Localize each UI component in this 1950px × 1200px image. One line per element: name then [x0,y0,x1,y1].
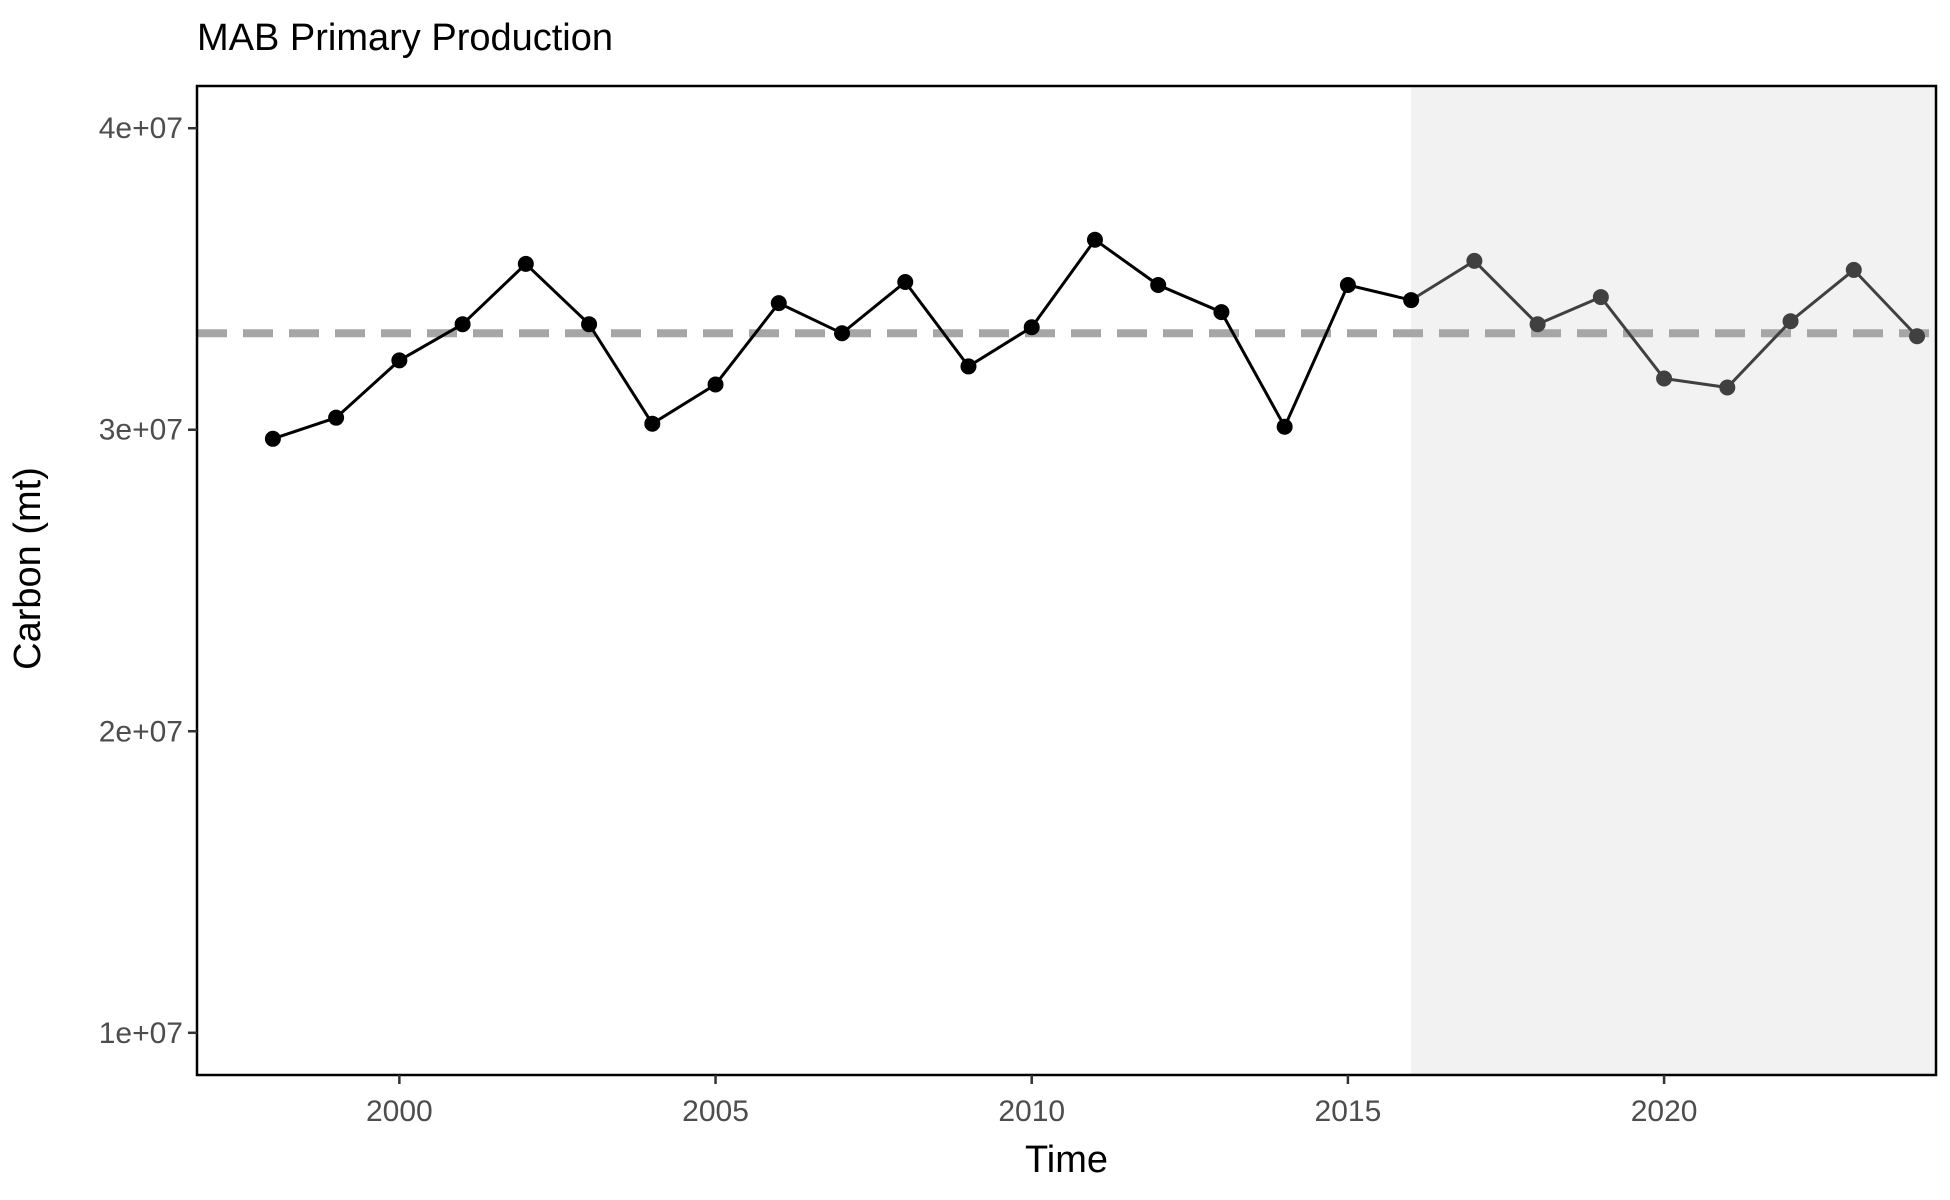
data-point [1845,261,1862,278]
data-point [1023,319,1040,336]
y-tick-label: 2e+07 [99,715,183,748]
x-tick-label: 2000 [366,1095,433,1128]
data-point [644,415,661,432]
data-point [517,255,534,272]
x-tick-label: 2005 [682,1095,749,1128]
data-point [1719,379,1736,396]
data-point [834,325,851,342]
data-point [1403,292,1420,309]
y-tick-label: 1e+07 [99,1017,183,1050]
data-point [1529,316,1546,333]
x-axis: 2000 2005 2010 2015 2020 [366,1075,1697,1128]
chart-title: MAB Primary Production [197,17,613,59]
series-group [264,231,1926,447]
x-tick-label: 2010 [998,1095,1065,1128]
data-point [707,376,724,393]
y-tick-label: 4e+07 [99,112,183,145]
data-point [1592,289,1609,306]
data-point [1339,277,1356,294]
x-tick-label: 2020 [1631,1095,1698,1128]
data-point [1086,231,1103,248]
data-point [897,273,914,290]
y-axis-title: Carbon (mt) [7,467,49,670]
x-axis-title: Time [1025,1139,1108,1181]
data-point [1656,370,1673,387]
shaded-region [1411,86,1936,1075]
data-point [770,295,787,312]
data-point [1466,252,1483,269]
data-point [1150,277,1167,294]
data-point [264,430,281,447]
plot-border [195,84,1938,1077]
data-point [1213,304,1230,321]
data-point [1276,418,1293,435]
x-tick-label: 2015 [1315,1095,1382,1128]
data-point [391,352,408,369]
data-point [328,409,345,426]
y-axis: 1e+07 2e+07 3e+07 4e+07 [99,112,197,1050]
y-tick-label: 3e+07 [99,414,183,447]
data-point [454,316,471,333]
data-point [960,358,977,375]
data-point [1782,313,1799,330]
data-point [581,316,598,333]
data-point [1909,328,1926,345]
